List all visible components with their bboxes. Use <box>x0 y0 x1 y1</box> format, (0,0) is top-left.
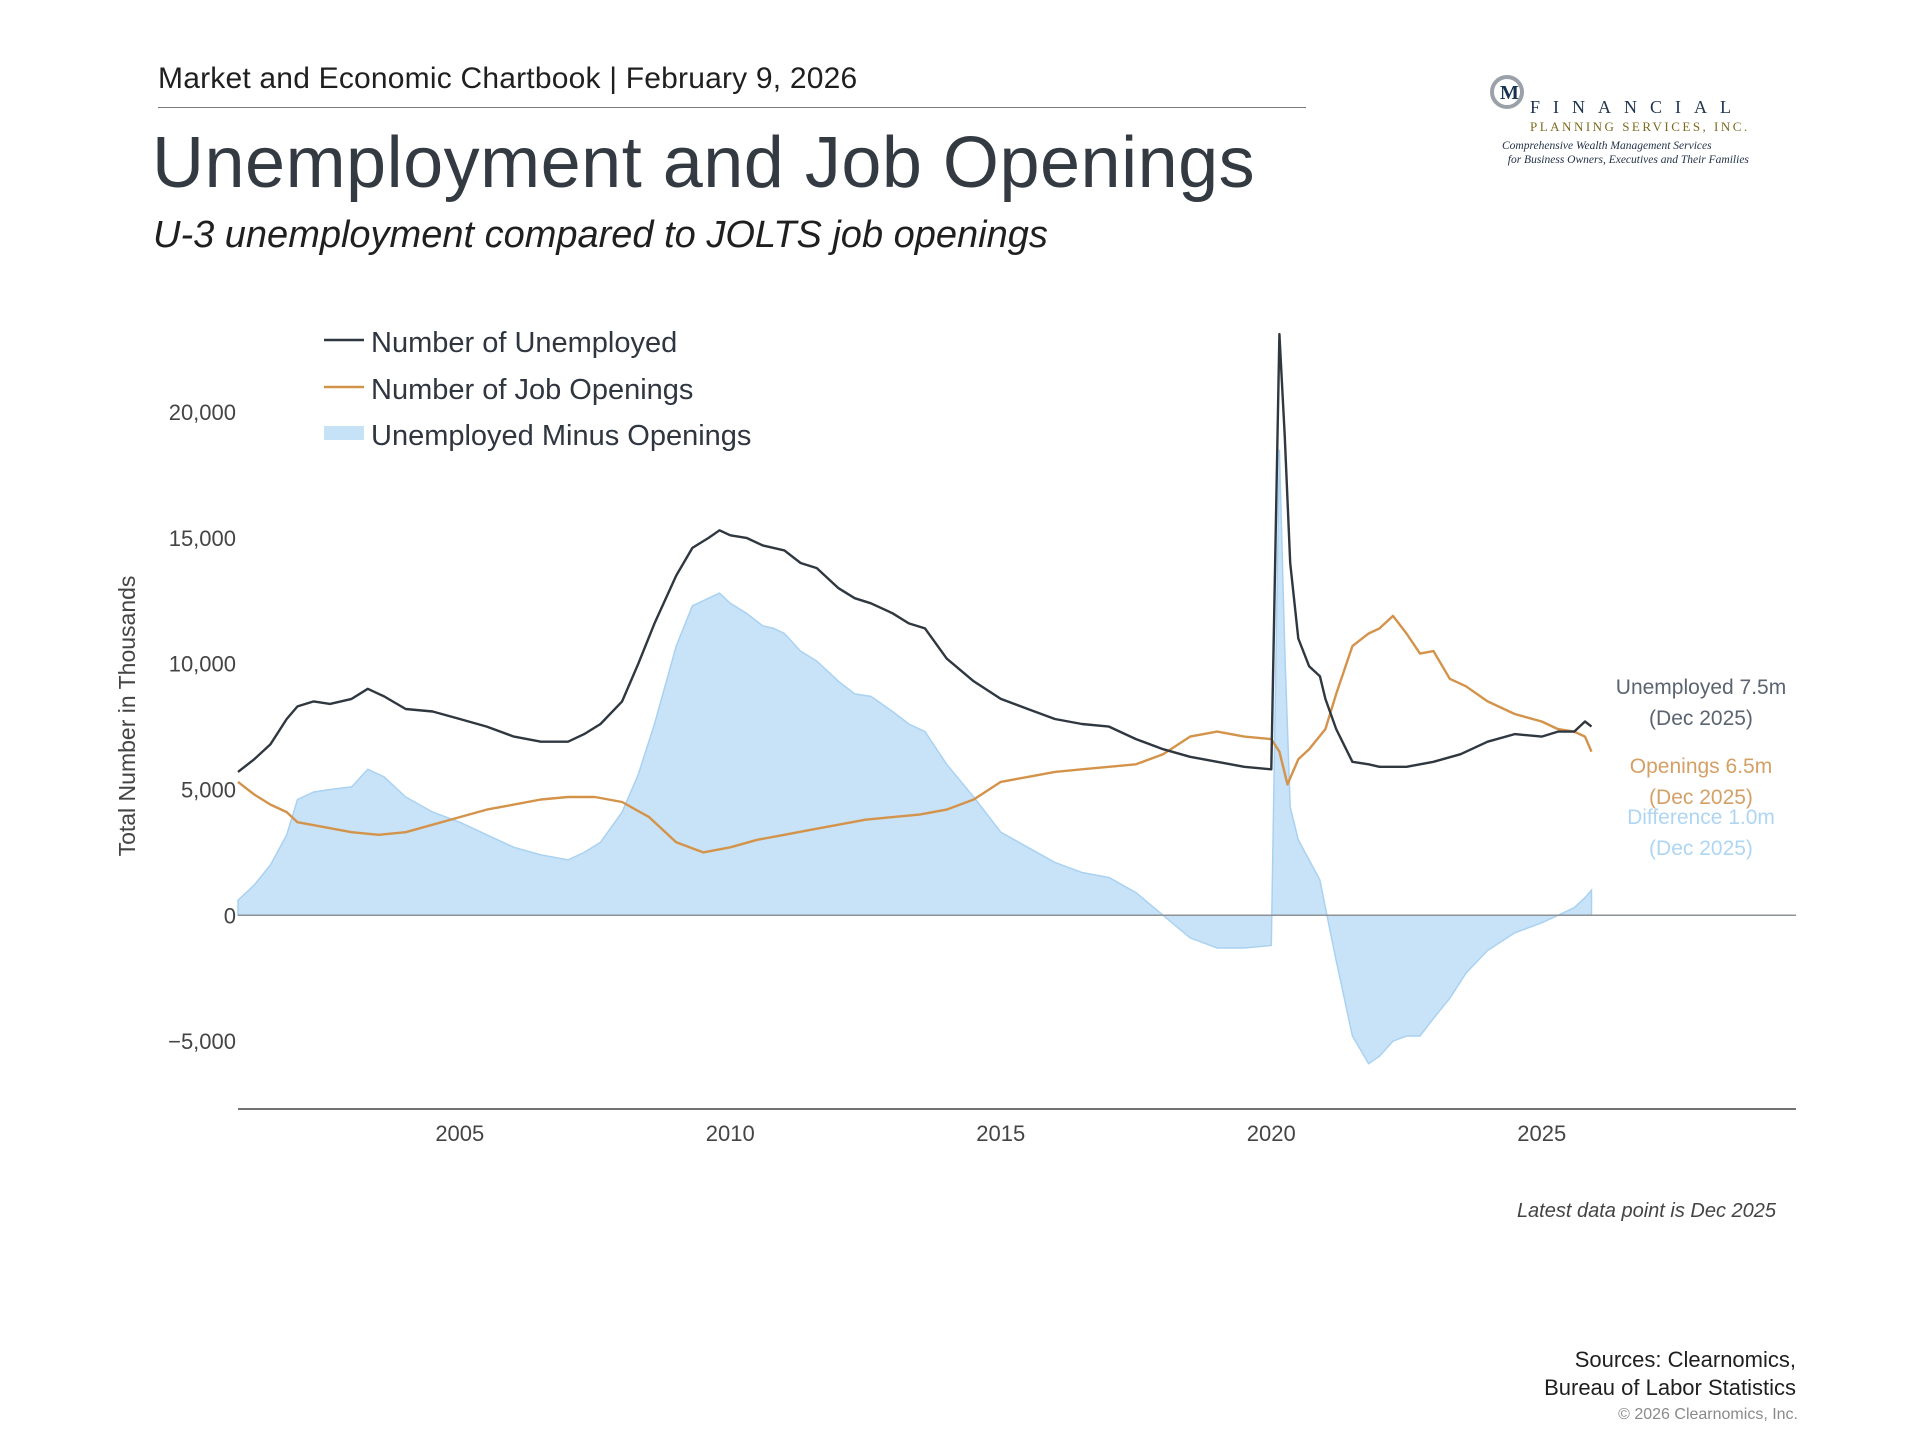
y-tick-label: −5,000 <box>168 1029 236 1054</box>
sources-line-1: Sources: Clearnomics, <box>1574 1347 1796 1372</box>
unemployed-annotation-date: (Dec 2025) <box>1649 707 1753 730</box>
logo-mark-letter: M <box>1500 82 1519 104</box>
x-tick-label: 2015 <box>976 1121 1025 1146</box>
copyright: © 2026 Clearnomics, Inc. <box>1618 1406 1798 1423</box>
page-title: Unemployment and Job Openings <box>152 123 1256 203</box>
openings-line <box>237 614 1593 854</box>
y-tick-label: 15,000 <box>169 526 236 551</box>
sources-line-2: Bureau of Labor Statistics <box>1544 1375 1796 1400</box>
y-tick-label: 20,000 <box>169 400 236 425</box>
openings-annotation: Openings 6.5m <box>1630 755 1772 778</box>
x-tick-label: 2010 <box>706 1121 755 1146</box>
logo-tagline: Comprehensive Wealth Management Services… <box>1502 140 1749 166</box>
y-axis-ticks: −5,000 0 5,000 10,000 15,000 20,000 <box>168 400 236 1054</box>
chartbook-header: Market and Economic Chartbook | February… <box>158 62 858 95</box>
sources: Sources: Clearnomics, Bureau of Labor St… <box>1544 1346 1796 1402</box>
legend: Number of Unemployed Number of Job Openin… <box>324 327 751 452</box>
y-tick-label: 10,000 <box>169 652 236 677</box>
x-tick-label: 2005 <box>435 1121 484 1146</box>
logo-subname: PLANNING SERVICES, INC. <box>1530 119 1750 134</box>
legend-swatch <box>324 426 364 440</box>
unemployed-annotation: Unemployed 7.5m <box>1616 676 1786 699</box>
x-tick-label: 2020 <box>1247 1121 1296 1146</box>
openings-annotation-date: (Dec 2025) <box>1649 786 1753 809</box>
page-subtitle: U-3 unemployment compared to JOLTS job o… <box>153 214 1048 256</box>
company-logo: M FINANCIAL PLANNING SERVICES, INC. Comp… <box>1490 75 1790 175</box>
y-tick-label: 5,000 <box>181 777 236 802</box>
difference-annotation-date: (Dec 2025) <box>1649 837 1753 860</box>
x-axis-ticks: 2005 2010 2015 2020 2025 <box>435 1121 1566 1146</box>
legend-label: Number of Job Openings <box>371 374 693 406</box>
logo-mark-icon: M <box>1490 75 1524 109</box>
y-tick-label: 0 <box>224 903 236 928</box>
header-divider <box>158 107 1306 108</box>
unemployed-line <box>237 332 1593 773</box>
difference-area <box>237 449 1593 1065</box>
difference-annotation: Difference 1.0m <box>1627 806 1775 829</box>
end-annotations: Unemployed 7.5m (Dec 2025) Openings 6.5m (D… <box>1616 676 1786 860</box>
x-tick-label: 2025 <box>1517 1121 1566 1146</box>
area-layer <box>237 449 1593 1065</box>
legend-label: Number of Unemployed <box>371 327 677 359</box>
line-layer <box>237 332 1593 854</box>
y-axis-label: Total Number in Thousands <box>114 576 140 857</box>
latest-data-note: Latest data point is Dec 2025 <box>1516 1200 1776 1222</box>
legend-label: Unemployed Minus Openings <box>371 420 751 452</box>
logo-name: FINANCIAL <box>1530 97 1744 117</box>
